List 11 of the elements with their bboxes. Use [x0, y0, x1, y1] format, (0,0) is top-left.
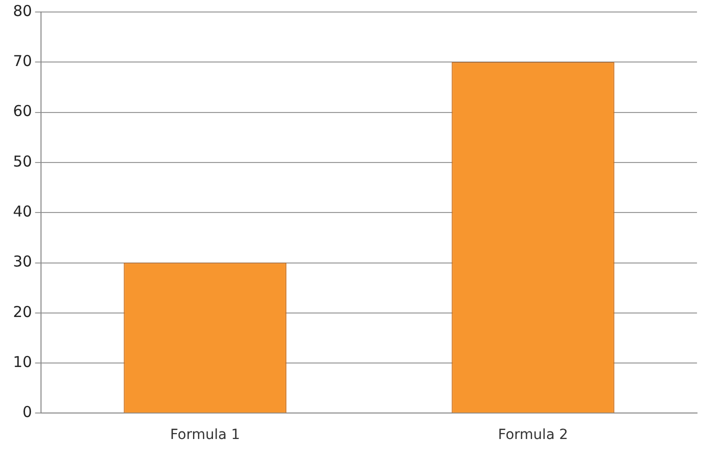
y-tick-label: 0 [22, 403, 32, 422]
x-tick-label: Formula 1 [170, 427, 240, 444]
y-tick-label: 50 [12, 152, 32, 170]
y-tick-label: 30 [12, 252, 32, 271]
y-tick-label: 80 [12, 2, 32, 20]
y-tick-label: 40 [12, 202, 32, 220]
y-tick-label: 10 [12, 352, 32, 371]
y-tick-label: 70 [12, 52, 32, 70]
y-tick-label: 60 [12, 102, 32, 120]
x-tick-label: Formula 2 [498, 427, 568, 444]
y-tick-label: 20 [12, 302, 32, 321]
